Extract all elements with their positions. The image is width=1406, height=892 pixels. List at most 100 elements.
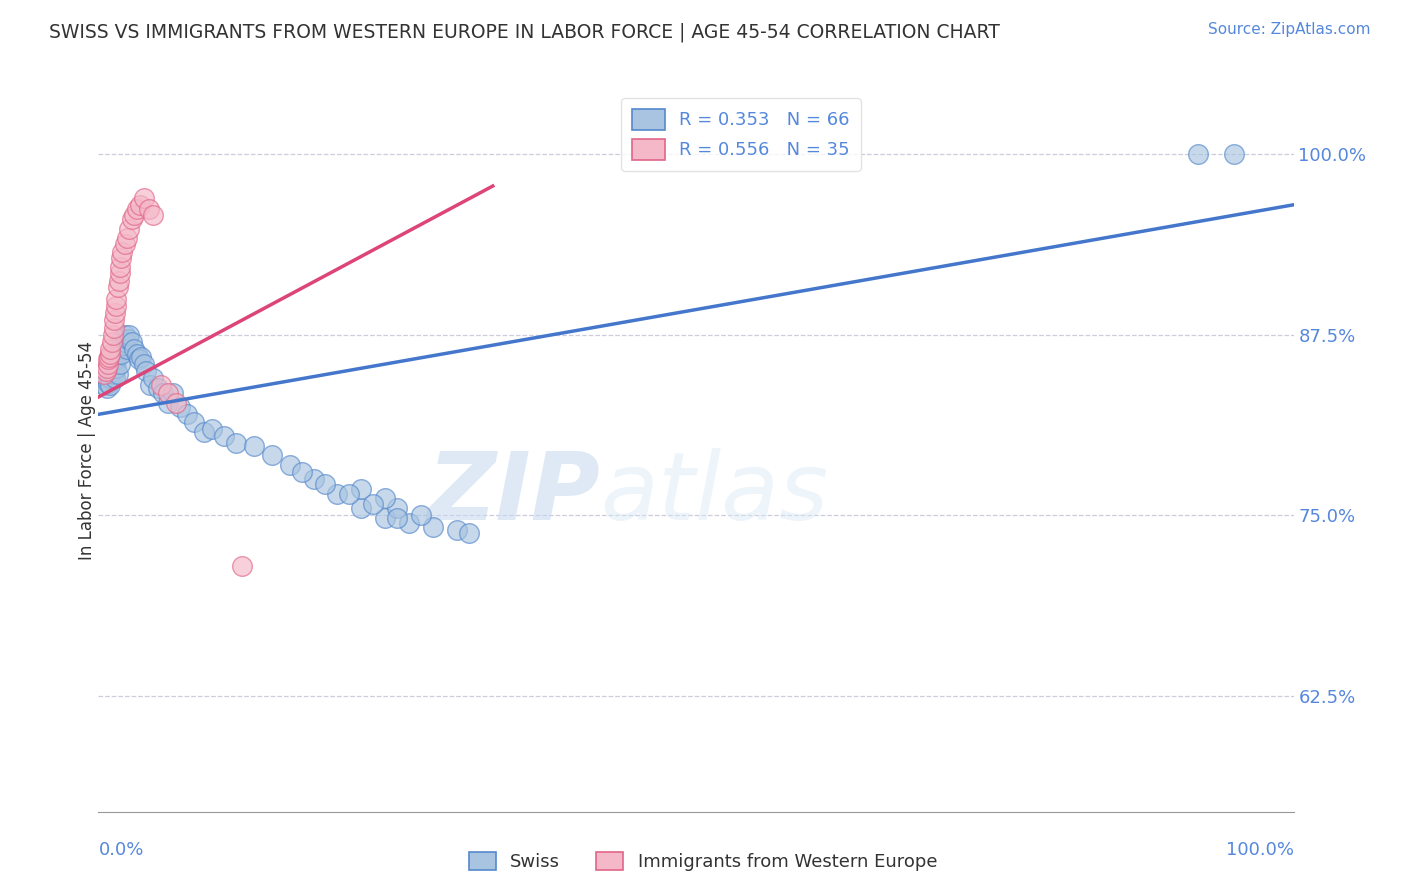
Point bbox=[1187, 147, 1209, 161]
Point bbox=[101, 327, 124, 342]
Point bbox=[108, 266, 131, 280]
Point bbox=[291, 465, 314, 479]
Point bbox=[115, 343, 138, 357]
Point bbox=[105, 292, 128, 306]
Point bbox=[110, 346, 132, 360]
Point bbox=[104, 306, 127, 320]
Point bbox=[98, 343, 122, 357]
Point bbox=[108, 260, 131, 274]
Point bbox=[169, 400, 191, 414]
Point bbox=[98, 346, 122, 360]
Point bbox=[458, 525, 481, 540]
Point bbox=[135, 364, 157, 378]
Point bbox=[138, 202, 160, 216]
Point bbox=[98, 371, 122, 385]
Point bbox=[114, 334, 136, 349]
Point bbox=[315, 476, 337, 491]
Point bbox=[103, 313, 125, 327]
Point bbox=[124, 208, 146, 222]
Point bbox=[108, 334, 131, 349]
Point bbox=[98, 378, 122, 392]
Point bbox=[94, 364, 117, 378]
Point bbox=[107, 346, 129, 360]
Point bbox=[125, 346, 148, 360]
Point bbox=[121, 334, 143, 349]
Point bbox=[278, 458, 301, 472]
Point bbox=[103, 320, 125, 334]
Point bbox=[118, 222, 141, 236]
Legend: Swiss, Immigrants from Western Europe: Swiss, Immigrants from Western Europe bbox=[461, 845, 945, 879]
Point bbox=[142, 371, 165, 385]
Point bbox=[231, 559, 253, 574]
Legend: R = 0.353   N = 66, R = 0.556   N = 35: R = 0.353 N = 66, R = 0.556 N = 35 bbox=[621, 98, 860, 170]
Point bbox=[107, 280, 129, 294]
Point bbox=[385, 511, 409, 525]
Point bbox=[260, 448, 283, 462]
Point bbox=[125, 202, 148, 216]
Point bbox=[114, 236, 136, 251]
Point bbox=[243, 439, 266, 453]
Point bbox=[97, 352, 120, 367]
Point bbox=[374, 511, 396, 525]
Point bbox=[105, 361, 128, 376]
Point bbox=[148, 381, 170, 395]
Point bbox=[156, 396, 179, 410]
Text: SWISS VS IMMIGRANTS FROM WESTERN EUROPE IN LABOR FORCE | AGE 45-54 CORRELATION C: SWISS VS IMMIGRANTS FROM WESTERN EUROPE … bbox=[49, 22, 1000, 42]
Point bbox=[339, 487, 361, 501]
Point bbox=[446, 523, 468, 537]
Text: 0.0%: 0.0% bbox=[98, 840, 143, 859]
Point bbox=[326, 487, 349, 501]
Point bbox=[107, 274, 129, 288]
Point bbox=[385, 501, 409, 516]
Point bbox=[100, 334, 122, 349]
Point bbox=[105, 299, 128, 313]
Point bbox=[139, 378, 162, 392]
Point bbox=[117, 332, 139, 346]
Text: 100.0%: 100.0% bbox=[1226, 840, 1294, 859]
Point bbox=[152, 385, 174, 400]
Point bbox=[422, 520, 444, 534]
Point bbox=[111, 332, 134, 346]
Point bbox=[111, 245, 134, 260]
Point bbox=[98, 350, 121, 364]
Point bbox=[118, 327, 141, 342]
Point bbox=[350, 483, 373, 497]
Point bbox=[156, 385, 179, 400]
Point bbox=[398, 516, 420, 530]
Point bbox=[149, 378, 172, 392]
Point bbox=[132, 191, 155, 205]
Point bbox=[176, 407, 198, 422]
Point bbox=[1223, 147, 1246, 161]
Point bbox=[411, 508, 433, 523]
Point bbox=[350, 501, 373, 516]
Point bbox=[162, 385, 184, 400]
Point bbox=[107, 367, 129, 381]
Point bbox=[131, 350, 153, 364]
Point bbox=[112, 338, 135, 352]
Y-axis label: In Labor Force | Age 45-54: In Labor Force | Age 45-54 bbox=[79, 341, 96, 560]
Point bbox=[93, 378, 115, 392]
Text: Source: ZipAtlas.com: Source: ZipAtlas.com bbox=[1208, 22, 1371, 37]
Point bbox=[363, 497, 385, 511]
Text: atlas: atlas bbox=[600, 449, 828, 540]
Point bbox=[128, 352, 150, 367]
Point bbox=[142, 208, 165, 222]
Point bbox=[225, 436, 247, 450]
Point bbox=[302, 472, 325, 486]
Point bbox=[96, 381, 118, 395]
Point bbox=[114, 327, 136, 342]
Point bbox=[101, 364, 124, 378]
Point bbox=[201, 422, 224, 436]
Point bbox=[124, 343, 146, 357]
Point bbox=[97, 376, 120, 390]
Point bbox=[97, 357, 120, 371]
Text: ZIP: ZIP bbox=[427, 448, 600, 540]
Point bbox=[165, 396, 187, 410]
Point bbox=[193, 425, 215, 439]
Point bbox=[93, 367, 115, 381]
Point bbox=[107, 343, 129, 357]
Point bbox=[121, 212, 143, 227]
Point bbox=[212, 429, 235, 443]
Point bbox=[129, 198, 152, 212]
Point bbox=[105, 352, 128, 367]
